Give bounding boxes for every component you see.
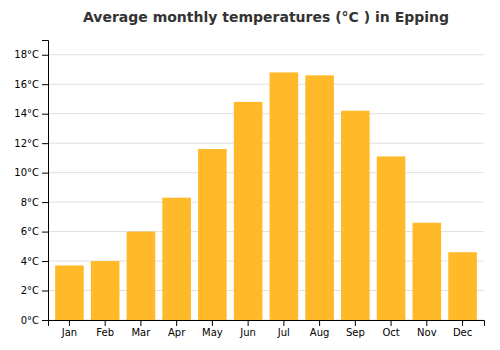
- x-tick: Jul: [277, 320, 290, 338]
- x-tick: Jan: [61, 320, 77, 338]
- x-tick-label: Nov: [417, 327, 437, 338]
- x-tick: Sep: [346, 320, 365, 338]
- chart: 0°C 2°C 4°C 6°C 8°C 10°C 12°C 14°C 16°C 18°C Jan Fe…: [0, 0, 500, 350]
- y-tick-mark: [42, 261, 48, 262]
- x-tick-mark: [391, 320, 392, 326]
- y-tick-mark: [42, 232, 48, 233]
- x-tick: May: [202, 320, 223, 338]
- bar: [198, 149, 227, 320]
- y-tick: 14°C: [14, 108, 48, 119]
- bar: [234, 102, 263, 320]
- y-tick-mark: [42, 143, 48, 144]
- x-tick-label: Mar: [131, 327, 151, 338]
- y-tick-mark: [42, 202, 48, 203]
- x-tick: Nov: [417, 320, 437, 338]
- y-tick: 8°C: [21, 197, 48, 208]
- x-tick-label: Aug: [310, 327, 330, 338]
- x-tick-label: Jul: [277, 327, 290, 338]
- x-tick: Dec: [453, 320, 472, 338]
- bar: [162, 198, 191, 320]
- x-tick: Oct: [382, 320, 399, 338]
- bar: [127, 232, 156, 320]
- y-tick-label: 8°C: [21, 197, 39, 208]
- y-tick-label: 12°C: [14, 138, 39, 149]
- y-tick-label: 6°C: [21, 226, 39, 237]
- x-tick: Aug: [310, 320, 330, 338]
- y-axis-line: [42, 41, 49, 321]
- y-tick-label: 2°C: [21, 285, 39, 296]
- title: Average monthly temperatures (°C ) in Ep…: [83, 9, 449, 25]
- y-tick-mark: [42, 114, 48, 115]
- y-tick-label: 18°C: [14, 49, 39, 60]
- bar: [305, 75, 334, 320]
- y-tick-label: 4°C: [21, 256, 39, 267]
- chart-container: 0°C 2°C 4°C 6°C 8°C 10°C 12°C 14°C 16°C 18°C Jan Fe…: [0, 0, 500, 350]
- y-tick-label: 14°C: [14, 108, 39, 119]
- x-tick: Mar: [131, 320, 151, 338]
- x-tick: Apr: [168, 320, 186, 338]
- y-tick-mark: [42, 291, 48, 292]
- x-tick-mark: [248, 320, 249, 326]
- bar: [448, 252, 477, 320]
- x-tick-mark: [462, 320, 463, 326]
- grid-line: [48, 84, 484, 85]
- x-tick-mark: [319, 320, 320, 326]
- x-tick-mark: [355, 320, 356, 326]
- grid-line: [48, 143, 484, 144]
- x-tick-label: Apr: [168, 327, 186, 338]
- x-tick-label: Dec: [453, 327, 472, 338]
- y-tick: 0°C: [21, 315, 48, 326]
- x-tick-label: May: [202, 327, 223, 338]
- y-tick: 2°C: [21, 285, 48, 296]
- grid-line: [48, 54, 484, 55]
- x-tick-label: Jan: [61, 327, 77, 338]
- y-axis: 0°C 2°C 4°C 6°C 8°C 10°C 12°C 14°C 16°C 18°C: [14, 41, 48, 326]
- y-tick-mark: [42, 55, 48, 56]
- y-tick: 4°C: [21, 256, 48, 267]
- x-tick-mark: [212, 320, 213, 326]
- bar: [413, 223, 442, 320]
- grid-line: [48, 202, 484, 203]
- y-tick-label: 16°C: [14, 79, 39, 90]
- bar: [377, 156, 406, 320]
- x-tick: Feb: [96, 320, 114, 338]
- x-tick-mark: [426, 320, 427, 326]
- x-tick-mark: [69, 320, 70, 326]
- y-tick: 16°C: [14, 79, 48, 90]
- x-axis: Jan Feb Mar Apr May Jun Jul Aug Sep Oct Nov Dec: [49, 320, 485, 338]
- bar: [91, 261, 120, 320]
- x-tick-label: Oct: [382, 327, 399, 338]
- x-tick: Jun: [239, 320, 256, 338]
- x-tick-mark: [176, 320, 177, 326]
- x-tick-mark: [105, 320, 106, 326]
- bars: [55, 72, 477, 320]
- grid-line: [48, 113, 484, 114]
- y-tick: 12°C: [14, 138, 48, 149]
- bar: [55, 265, 84, 320]
- x-tick-label: Feb: [96, 327, 114, 338]
- bar: [270, 72, 299, 320]
- x-axis-line: [49, 321, 485, 327]
- y-tick-mark: [42, 173, 48, 174]
- x-tick-mark: [283, 320, 284, 326]
- y-tick-label: 0°C: [21, 315, 39, 326]
- x-tick-mark: [140, 320, 141, 326]
- y-tick-mark: [42, 320, 48, 321]
- y-tick: 10°C: [14, 167, 48, 178]
- bar: [341, 111, 370, 320]
- y-tick-label: 10°C: [14, 167, 39, 178]
- x-tick-label: Sep: [346, 327, 365, 338]
- x-tick-label: Jun: [239, 327, 256, 338]
- y-tick: 18°C: [14, 49, 48, 60]
- y-tick: 6°C: [21, 226, 48, 237]
- y-tick-mark: [42, 84, 48, 85]
- grid: [48, 55, 484, 320]
- grid-line: [48, 172, 484, 173]
